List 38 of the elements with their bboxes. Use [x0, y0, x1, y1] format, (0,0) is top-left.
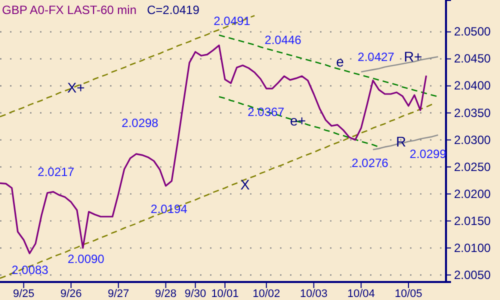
chart-title: GBP A0-FX LAST-60 min — [2, 3, 137, 17]
annotation: 2.0217 — [38, 165, 75, 180]
x-tick-label: 10/05 — [394, 288, 422, 300]
x-tick-label: 9/28 — [155, 288, 176, 300]
annotation: R — [396, 134, 406, 150]
annotation: 2.0194 — [150, 202, 188, 216]
x-tick-label: 10/02 — [252, 288, 280, 300]
y-tick-label: 2.0500 — [454, 24, 492, 39]
annotation: 2.0446 — [264, 33, 302, 48]
x-tick-label: 9/25 — [12, 288, 34, 300]
annotation: 2.0276 — [352, 156, 389, 170]
y-tick-label: 2.0350 — [454, 106, 492, 120]
line-series — [218, 96, 380, 148]
y-tick-label: 2.0300 — [454, 132, 492, 147]
annotation: e — [336, 54, 344, 70]
annotation: e+ — [290, 112, 306, 129]
annotation: 2.0083 — [12, 263, 49, 278]
y-tick-label: 2.0200 — [454, 186, 492, 201]
annotation: X — [240, 176, 250, 193]
y-tick-label: 2.0050 — [454, 268, 492, 282]
x-tick-label: 9/27 — [108, 288, 130, 300]
y-tick-label: 2.0100 — [454, 240, 492, 255]
x-tick-label: 10/03 — [300, 288, 328, 300]
annotation: R+ — [404, 48, 422, 65]
chart-subtitle: C=2.0419 — [147, 3, 200, 17]
y-tick-label: 2.0250 — [454, 160, 492, 174]
x-tick-label: 9/30 — [184, 288, 206, 300]
y-tick-label: 2.0450 — [454, 52, 492, 66]
annotation: 2.0090 — [68, 252, 105, 266]
y-tick-label: 2.0400 — [454, 78, 492, 93]
x-tick-label: 9/26 — [60, 288, 82, 300]
annotation: 2.0298 — [122, 116, 159, 130]
annotation: X+ — [67, 80, 85, 96]
x-tick-label: 10/04 — [347, 288, 375, 300]
annotation: 2.0427 — [358, 50, 395, 64]
line-series — [218, 34, 439, 98]
y-tick-label: 2.0150 — [454, 214, 492, 228]
x-tick-label: 10/01 — [211, 288, 239, 300]
